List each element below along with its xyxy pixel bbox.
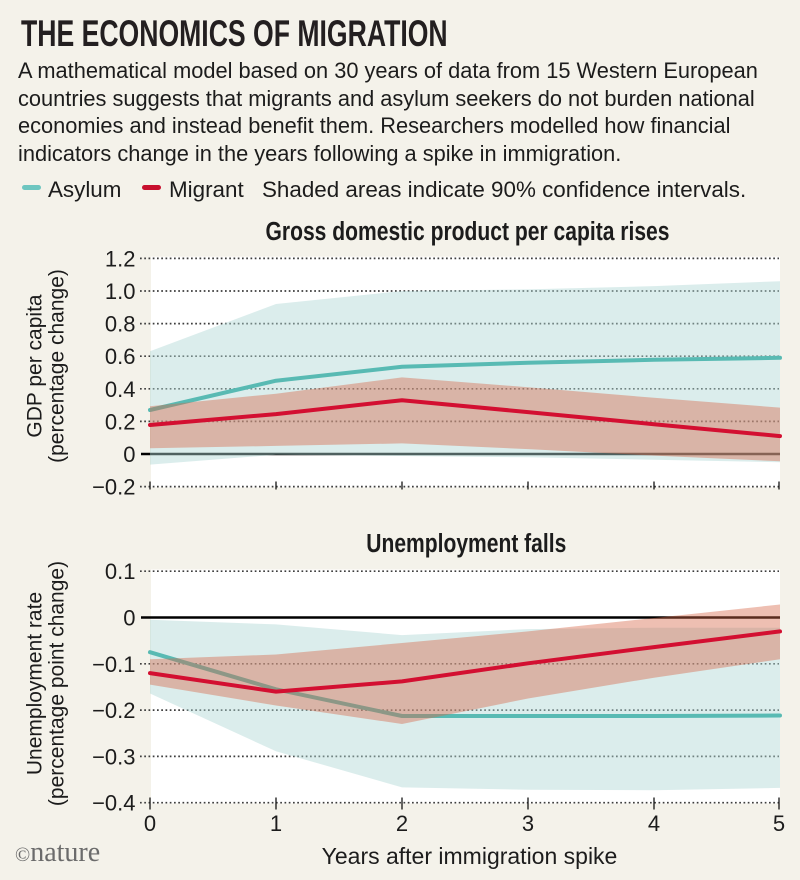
svg-text:1: 1 bbox=[270, 811, 282, 836]
svg-text:−0.3: −0.3 bbox=[92, 744, 135, 769]
svg-text:0.6: 0.6 bbox=[105, 344, 136, 369]
svg-text:−0.1: −0.1 bbox=[92, 652, 135, 677]
svg-text:(percentage point change): (percentage point change) bbox=[46, 561, 69, 806]
svg-text:0: 0 bbox=[144, 811, 156, 836]
svg-text:−0.2: −0.2 bbox=[92, 698, 135, 723]
svg-text:1.0: 1.0 bbox=[105, 279, 136, 304]
svg-text:0: 0 bbox=[123, 442, 135, 467]
svg-text:−0.2: −0.2 bbox=[92, 475, 135, 500]
svg-text:©nature: ©nature bbox=[15, 837, 100, 868]
svg-text:4: 4 bbox=[648, 811, 660, 836]
svg-text:GDP per capita: GDP per capita bbox=[24, 294, 47, 438]
svg-text:Gross domestic product per cap: Gross domestic product per capita rises bbox=[266, 218, 670, 246]
svg-text:0.1: 0.1 bbox=[105, 559, 136, 584]
svg-text:(percentage change): (percentage change) bbox=[46, 269, 69, 463]
svg-text:0.8: 0.8 bbox=[105, 312, 136, 337]
svg-text:2: 2 bbox=[396, 811, 408, 836]
svg-text:0: 0 bbox=[123, 606, 135, 631]
svg-text:Unemployment rate: Unemployment rate bbox=[24, 592, 47, 775]
svg-text:0.2: 0.2 bbox=[105, 409, 136, 434]
svg-text:5: 5 bbox=[773, 811, 785, 836]
svg-text:Unemployment falls: Unemployment falls bbox=[366, 530, 566, 558]
svg-text:3: 3 bbox=[522, 811, 534, 836]
svg-text:Years after immigration spike: Years after immigration spike bbox=[322, 843, 618, 869]
svg-text:0.4: 0.4 bbox=[105, 377, 136, 402]
svg-text:1.2: 1.2 bbox=[105, 246, 136, 271]
svg-text:−0.4: −0.4 bbox=[92, 791, 135, 816]
